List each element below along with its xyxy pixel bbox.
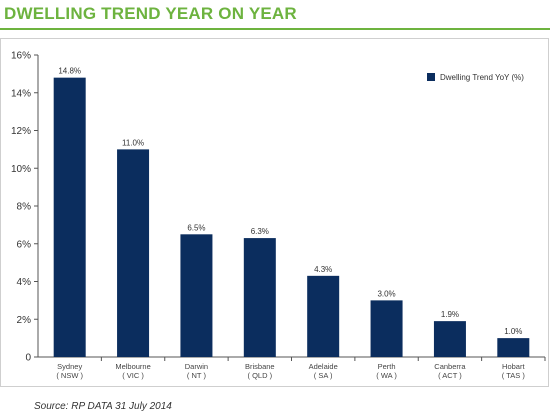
bar — [497, 338, 530, 357]
data-label: 1.9% — [441, 310, 459, 319]
category-label: Sydney — [57, 362, 82, 371]
bar — [243, 238, 276, 357]
category-sublabel: ( QLD ) — [248, 371, 273, 380]
bar — [180, 234, 213, 357]
source-note: Source: RP DATA 31 July 2014 — [34, 401, 172, 412]
x-axis-categories: Sydney( NSW ) Melbourne( VIC ) Darwin( NT … — [56, 357, 546, 380]
bar-chart: 0 2% 4% 6% 8% 10% 12% 14% 16% 14.8% 11.0% 6.5% 6.3%… — [11, 51, 546, 380]
y-tick-label: 10% — [11, 164, 31, 175]
category-label: Darwin — [185, 362, 208, 371]
category-sublabel: ( VIC ) — [122, 371, 144, 380]
category-label: Hobart — [502, 362, 525, 371]
category-sublabel: ( ACT ) — [438, 371, 462, 380]
data-label: 6.3% — [251, 227, 269, 236]
category-label: Adelaide — [309, 362, 338, 371]
y-tick-label: 12% — [11, 126, 31, 137]
y-tick-label: 0 — [25, 353, 31, 364]
data-label: 14.8% — [58, 67, 81, 76]
y-tick-label: 8% — [17, 202, 32, 213]
y-tick-label: 16% — [11, 51, 31, 62]
category-sublabel: ( WA ) — [376, 371, 397, 380]
title-divider — [0, 28, 550, 30]
data-label: 3.0% — [377, 289, 395, 298]
bar — [117, 149, 150, 357]
category-label: Brisbane — [245, 362, 275, 371]
data-label: 1.0% — [504, 327, 522, 336]
bar — [433, 321, 466, 357]
category-sublabel: ( NT ) — [187, 371, 207, 380]
y-tick-label: 14% — [11, 88, 31, 99]
category-sublabel: ( NSW ) — [56, 371, 83, 380]
legend-swatch — [427, 73, 435, 81]
category-sublabel: ( TAS ) — [502, 371, 526, 380]
category-sublabel: ( SA ) — [314, 371, 333, 380]
bar — [307, 275, 340, 357]
legend-label: Dwelling Trend YoY (%) — [440, 73, 524, 82]
bars: 14.8% 11.0% 6.5% 6.3% 4.3% 3.0% 1.9% 1.0% — [53, 67, 530, 358]
data-label: 11.0% — [122, 138, 144, 147]
y-tick-label: 4% — [17, 277, 32, 288]
chart-title: DWELLING TREND YEAR ON YEAR — [4, 4, 297, 23]
y-tick-label: 6% — [17, 239, 32, 250]
category-label: Melbourne — [115, 362, 150, 371]
data-label: 4.3% — [314, 265, 332, 274]
category-label: Perth — [378, 362, 396, 371]
y-tick-label: 2% — [17, 315, 32, 326]
bar — [370, 300, 403, 357]
category-label: Canberra — [434, 362, 466, 371]
bar — [53, 77, 86, 358]
data-label: 6.5% — [187, 223, 205, 232]
legend: Dwelling Trend YoY (%) — [427, 73, 524, 82]
y-axis: 0 2% 4% 6% 8% 10% 12% 14% 16% — [11, 51, 545, 364]
